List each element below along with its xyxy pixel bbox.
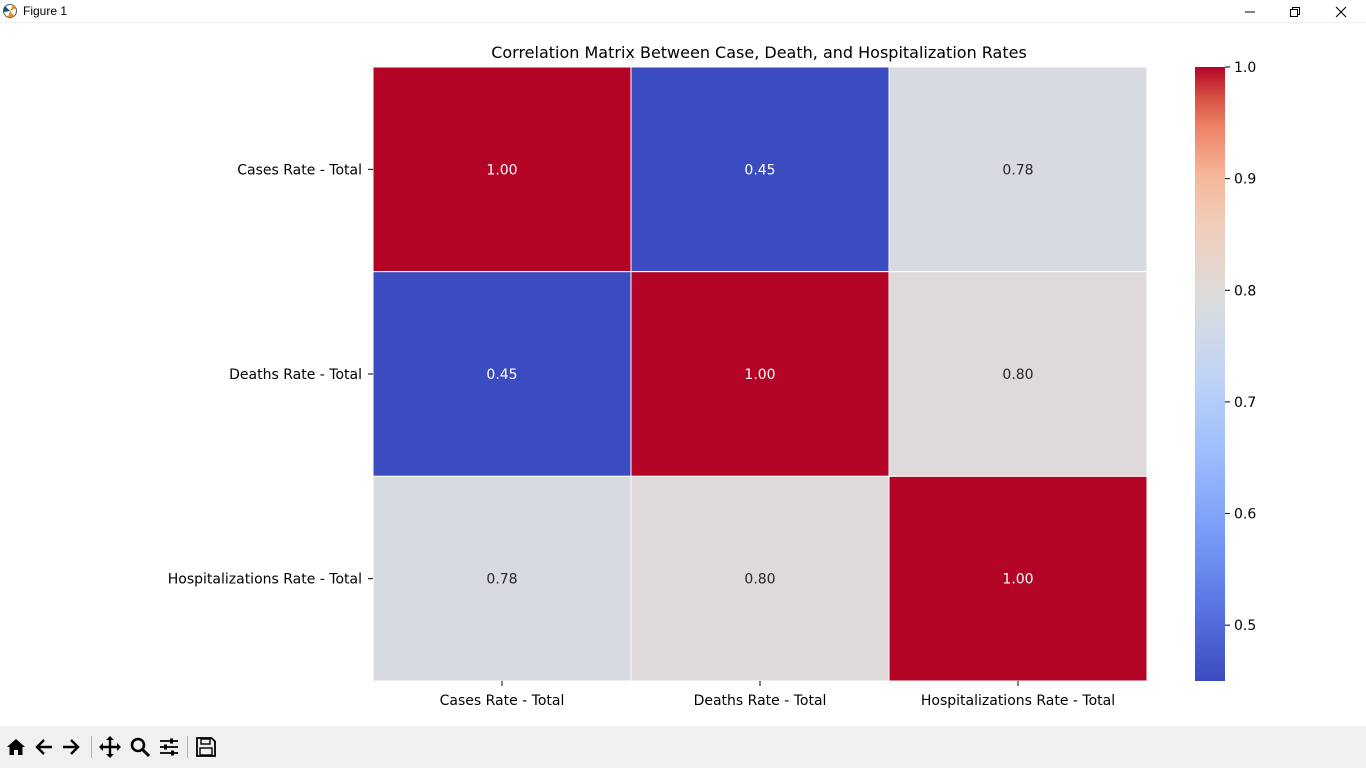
- cell-value-label: 1.00: [744, 367, 775, 383]
- colorbar-tick-label: 0.8: [1234, 283, 1256, 299]
- zoom-button[interactable]: [127, 734, 153, 760]
- back-button[interactable]: [31, 734, 57, 760]
- save-button[interactable]: [193, 734, 219, 760]
- heatmap-cell: [888, 66, 1148, 273]
- toolbar-separator: [91, 736, 92, 758]
- heatmap-chart: Correlation Matrix Between Case, Death, …: [168, 43, 1257, 709]
- cell-value-label: 0.78: [1002, 162, 1033, 178]
- colorbar-tick-label: 0.6: [1234, 507, 1256, 523]
- back-arrow-icon: [35, 739, 52, 755]
- heatmap-cell: [888, 271, 1148, 477]
- y-tick-label: Deaths Rate - Total: [229, 367, 362, 383]
- chart-title: Correlation Matrix Between Case, Death, …: [491, 43, 1027, 62]
- heatmap-cell: [630, 66, 890, 273]
- colorbar-tick-label: 1.0: [1234, 60, 1256, 76]
- cell-value-label: 0.80: [1002, 367, 1033, 383]
- pan-move-icon: [99, 736, 121, 758]
- window-title: Figure 1: [23, 4, 68, 18]
- x-tick-label: Hospitalizations Rate - Total: [921, 693, 1115, 709]
- window-titlebar: Figure 1: [0, 0, 1366, 23]
- cell-value-label: 1.00: [1002, 572, 1033, 588]
- y-tick-label: Cases Rate - Total: [237, 162, 362, 178]
- navigation-toolbar: [0, 726, 1366, 768]
- home-icon: [7, 739, 25, 755]
- cell-value-label: 0.45: [486, 367, 517, 383]
- cell-value-label: 0.80: [744, 572, 775, 588]
- configure-subplots-icon: [160, 738, 178, 756]
- close-icon: [1335, 6, 1347, 17]
- cell-value-label: 0.45: [744, 162, 775, 178]
- close-button[interactable]: [1318, 0, 1364, 23]
- restore-icon: [1290, 6, 1300, 17]
- colorbar-tick-label: 0.9: [1234, 172, 1256, 188]
- home-button[interactable]: [3, 734, 29, 760]
- heatmap-cell: [888, 475, 1148, 682]
- cell-value-label: 0.78: [486, 572, 517, 588]
- maximize-button[interactable]: [1272, 0, 1318, 23]
- forward-button[interactable]: [58, 734, 84, 760]
- colorbar-tick-label: 0.7: [1234, 395, 1256, 411]
- x-tick-label: Cases Rate - Total: [440, 693, 565, 709]
- minimize-icon: [1245, 11, 1255, 12]
- heatmap-cell: [372, 475, 632, 682]
- heatmap-cell: [372, 271, 632, 477]
- pan-button[interactable]: [97, 734, 123, 760]
- y-tick-label: Hospitalizations Rate - Total: [168, 572, 362, 588]
- cell-value-label: 1.00: [486, 162, 517, 178]
- forward-arrow-icon: [63, 739, 80, 755]
- minimize-button[interactable]: [1227, 0, 1273, 23]
- x-tick-label: Deaths Rate - Total: [694, 693, 827, 709]
- matplotlib-app-icon: [2, 3, 18, 19]
- zoom-magnifier-icon: [130, 737, 151, 758]
- heatmap-cell: [372, 66, 632, 273]
- toolbar-separator: [187, 736, 188, 758]
- heatmap-cell: [630, 271, 890, 477]
- figure-canvas: Correlation Matrix Between Case, Death, …: [0, 23, 1366, 726]
- save-floppy-icon: [196, 737, 216, 757]
- configure-subplots-button[interactable]: [156, 734, 182, 760]
- colorbar-tick-label: 0.5: [1234, 618, 1256, 634]
- colorbar: [1195, 67, 1225, 681]
